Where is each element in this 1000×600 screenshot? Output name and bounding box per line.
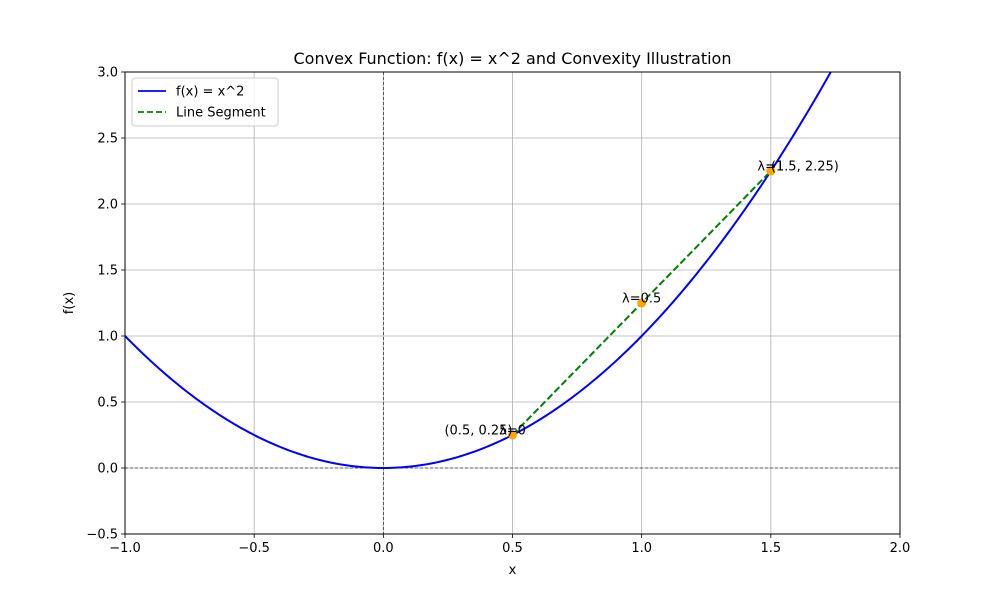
- data-point-1: [637, 298, 647, 308]
- y-tick-label-7: 3.0: [97, 66, 118, 81]
- x-tick-label-4: 1.0: [631, 541, 652, 556]
- y-axis-title: f(x): [62, 292, 77, 314]
- chart-title: Convex Function: f(x) = x^2 and Convexit…: [294, 49, 732, 68]
- y-tick-label-4: 1.5: [97, 264, 118, 279]
- y-axis-ticks: −0.5 0.0 0.5 1.0 1.5 2.0 2.5 3.0: [86, 66, 125, 543]
- annotation-0: (0.5, 0.25): [444, 424, 512, 439]
- x-tick-label-5: 1.5: [760, 541, 781, 556]
- y-tick-label-1: 0.0: [97, 462, 118, 477]
- y-tick-label-3: 1.0: [97, 330, 118, 345]
- x-tick-label-3: 0.5: [502, 541, 523, 556]
- points-layer: [508, 166, 776, 440]
- x-tick-label-0: −1.0: [109, 541, 141, 556]
- legend-label-function: f(x) = x^2: [176, 85, 244, 100]
- annotation-1: λ=0: [499, 424, 526, 439]
- legend-label-segment: Line Segment: [176, 106, 266, 121]
- x-tick-label-2: 0.0: [373, 541, 394, 556]
- annotation-2: λ=0.5: [622, 292, 661, 307]
- x-tick-label-1: −0.5: [238, 541, 270, 556]
- y-tick-label-6: 2.5: [97, 132, 118, 147]
- legend: f(x) = x^2 Line Segment: [131, 77, 279, 127]
- data-point-0: [508, 430, 517, 440]
- reference-lines: [125, 72, 900, 534]
- legend-box: [131, 77, 279, 127]
- x-axis-title: x: [509, 563, 517, 578]
- x-axis-ticks: −1.0 −0.5 0.0 0.5 1.0 1.5 2.0: [109, 534, 910, 556]
- data-point-2: [766, 166, 776, 176]
- y-tick-label-0: −0.5: [86, 528, 118, 543]
- annotation-3: λ=1: [757, 160, 784, 175]
- annotations-layer: (0.5, 0.25)λ=0 λ=0.5 λ=1(1.5, 2.25): [444, 160, 838, 439]
- y-tick-label-2: 0.5: [97, 396, 118, 411]
- x-tick-label-6: 2.0: [890, 541, 911, 556]
- y-tick-label-5: 2.0: [97, 198, 118, 213]
- annotation-4: (1.5, 2.25): [771, 160, 839, 175]
